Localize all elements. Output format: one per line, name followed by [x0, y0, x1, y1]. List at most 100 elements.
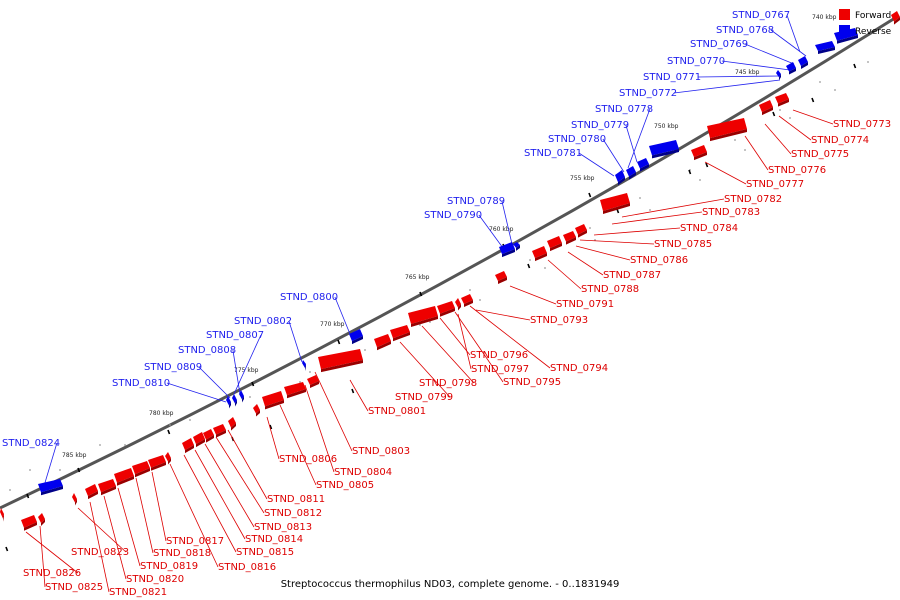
- gene-arrow: [455, 298, 461, 311]
- gene-arrow: [691, 145, 707, 161]
- scale-tick-label: 780 kbp: [149, 410, 174, 417]
- scale-dot: [734, 139, 736, 141]
- scale-tick-mark: [351, 388, 355, 394]
- gene-arrow-top: [437, 301, 455, 314]
- gene-arrow: [707, 118, 747, 142]
- gene-arrow: [228, 417, 236, 431]
- gene-arrow-top: [390, 325, 410, 339]
- gene-arrow-top: [495, 271, 507, 282]
- gene-arrow-side: [185, 445, 194, 454]
- gene-arrow-side: [440, 308, 455, 317]
- scale-ticks: 740 kbp 745 kbp 750 kbp 755 kbp 760 kbp 765 k…: [5, 14, 857, 552]
- gene-arrow-top: [318, 349, 363, 370]
- scale-dot: [819, 81, 821, 83]
- gene-arrow-top: [759, 100, 773, 113]
- gene-arrow: [182, 438, 194, 454]
- gene-arrow-top: [455, 298, 461, 308]
- forward-gene-label: STND_0774: [811, 135, 869, 146]
- gene-arrow: [349, 329, 363, 345]
- scale-dot: [299, 381, 301, 383]
- gene-arrow-top: [226, 396, 231, 406]
- gene-arrow-top: [165, 452, 171, 462]
- scale-tick-mark: [811, 97, 815, 103]
- gene-arrow-side: [206, 435, 214, 443]
- gene-arrow: [798, 56, 808, 70]
- gene-arrow-side: [779, 74, 781, 81]
- gene-arrow-side: [801, 62, 808, 70]
- forward-gene-label: STND_0776: [768, 165, 826, 176]
- gene-arrow-top: [228, 417, 236, 428]
- gene-arrow-side: [24, 522, 37, 531]
- gene-arrow-side: [550, 243, 562, 252]
- legend-forward-label: Forward: [855, 11, 891, 21]
- gene-arrow: [226, 396, 231, 409]
- gene-arrow: [132, 461, 150, 478]
- scale-tick-label: 785 kbp: [62, 452, 87, 459]
- gene-arrow-side: [535, 253, 547, 262]
- gene-arrow: [374, 334, 391, 351]
- gene-arrow-top: [38, 479, 63, 493]
- reverse-gene-label: STND_0800: [280, 292, 338, 303]
- gene-arrow-side: [502, 249, 515, 258]
- scale-dot: [649, 209, 651, 211]
- gene-arrow: [213, 424, 226, 438]
- gene-arrow-side: [135, 468, 150, 478]
- gene-arrow-side: [231, 423, 236, 431]
- forward-gene-leader: [103, 495, 127, 580]
- reverse-gene-leader: [721, 60, 791, 71]
- forward-gene-leader: [621, 198, 725, 218]
- forward-gene-label: STND_0784: [680, 223, 738, 234]
- gene-arrow-top: [182, 438, 194, 451]
- gene-arrow-side: [894, 17, 900, 25]
- gene-arrow: [759, 100, 773, 116]
- scale-tick-mark: [527, 263, 531, 269]
- forward-gene-leader: [475, 309, 531, 321]
- gene-arrow-top: [262, 391, 284, 407]
- gene-arrow-side: [566, 237, 576, 245]
- gene-arrow: [85, 484, 98, 500]
- forward-gene-label: STND_0823: [71, 547, 129, 558]
- forward-gene-label: STND_0795: [503, 377, 561, 388]
- gene-arrow-side: [235, 400, 237, 407]
- gene-arrow-side: [629, 172, 636, 180]
- reverse-gene-label: STND_0772: [619, 88, 677, 99]
- scale-tick-mark: [419, 291, 423, 297]
- reverse-gene-leader: [501, 200, 513, 245]
- scale-tick-label: 765 kbp: [405, 274, 430, 281]
- forward-gene-label: STND_0786: [630, 255, 688, 266]
- gene-arrow-top: [461, 294, 473, 305]
- scale-tick-label: 755 kbp: [570, 175, 595, 182]
- gene-arrow-top: [547, 236, 562, 249]
- gene-arrow-top: [253, 404, 260, 414]
- scale-tick-label: 770 kbp: [320, 321, 345, 328]
- gene-arrow-side: [789, 68, 796, 75]
- forward-gene-leader: [314, 371, 353, 452]
- reverse-gene-leader: [770, 29, 807, 57]
- reverse-gene-label: STND_0790: [424, 210, 482, 221]
- reverse-gene-label: STND_0767: [732, 10, 790, 21]
- forward-gene-leader: [567, 251, 604, 276]
- gene-arrow: [600, 193, 630, 214]
- gene-arrow: [532, 246, 547, 262]
- forward-gene-leader: [266, 416, 280, 460]
- reverse-gene-leader: [578, 152, 615, 177]
- forward-gene-leader: [593, 227, 681, 236]
- gene-arrow: [563, 231, 576, 245]
- gene-arrow-side: [75, 499, 77, 506]
- forward-gene-leader: [169, 463, 219, 568]
- scale-tick-label: 775 kbp: [234, 367, 259, 374]
- reverse-gene-leader: [288, 320, 303, 363]
- reverse-gene-leader: [627, 108, 651, 169]
- gene-arrow-side: [818, 47, 835, 55]
- reverse-gene-label: STND_0807: [206, 330, 264, 341]
- gene-arrow-side: [640, 164, 649, 172]
- forward-gene-leader: [89, 501, 110, 593]
- gene-arrow: [253, 404, 260, 417]
- scale-dot: [249, 396, 251, 398]
- gene-arrow-side: [168, 458, 171, 465]
- reverse-gene-leader: [334, 296, 351, 335]
- reverse-gene-leader: [43, 442, 58, 487]
- forward-gene-label: STND_0793: [530, 315, 588, 326]
- gene-arrow-side: [117, 476, 134, 486]
- forward-gene-label: STND_0825: [45, 582, 103, 593]
